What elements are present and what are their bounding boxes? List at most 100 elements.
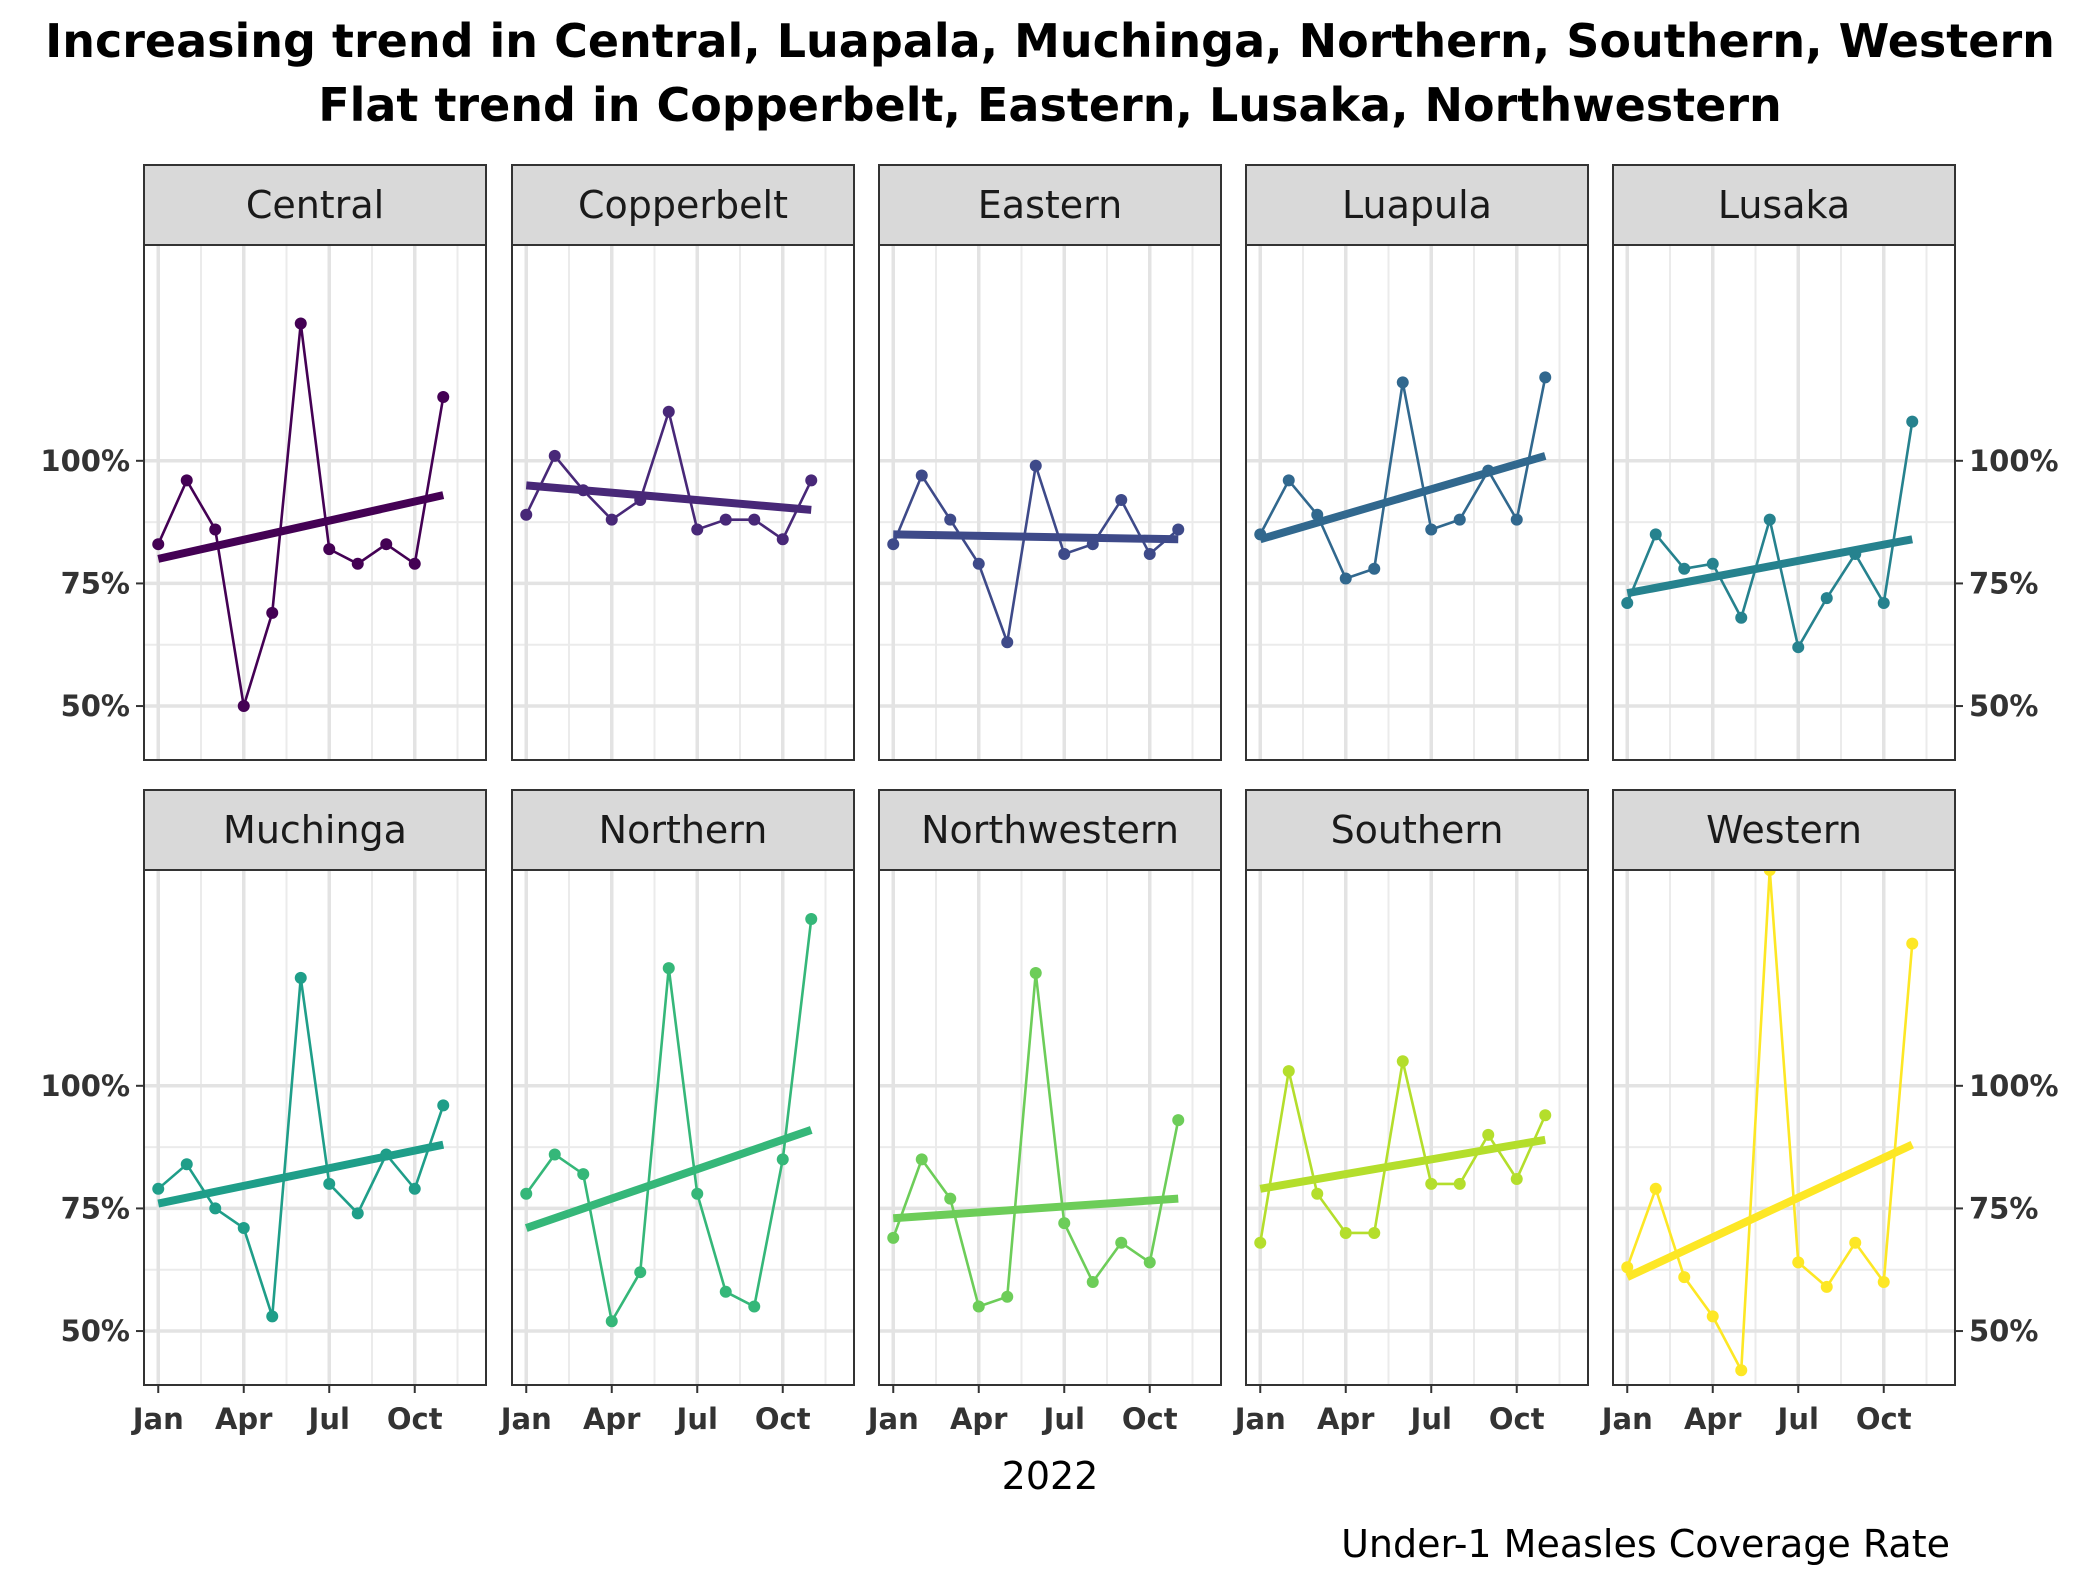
data-point-copperbelt [691, 523, 704, 536]
data-point-northern [719, 1285, 732, 1298]
data-point-lusaka [1763, 513, 1776, 526]
data-point-central [323, 543, 336, 556]
x-tick-label: Apr [583, 1402, 641, 1436]
data-point-northwestern [1115, 1236, 1128, 1249]
data-point-copperbelt [662, 405, 675, 418]
facet-label-central: Central [246, 183, 384, 227]
data-point-northwestern [972, 1300, 985, 1313]
y-tick-label: 75% [61, 566, 130, 600]
x-tick-label: Apr [1684, 1402, 1742, 1436]
facet-strip [143, 789, 487, 871]
x-tick-label: Jan [1600, 1402, 1653, 1436]
data-point-southern [1482, 1128, 1495, 1141]
data-point-northern [605, 1315, 618, 1328]
data-point-western [1649, 1182, 1662, 1195]
data-point-northwestern [1029, 967, 1042, 979]
x-tick-label: Oct [1489, 1402, 1545, 1436]
data-point-lusaka [1735, 611, 1748, 624]
facet-label-northwestern: Northwestern [921, 808, 1179, 852]
data-point-muchinga [351, 1207, 364, 1220]
y-tick-label: 75% [1969, 1191, 2038, 1225]
data-point-central [351, 557, 364, 570]
data-point-northern [548, 1148, 561, 1161]
facet-label-western: Western [1706, 808, 1862, 852]
data-point-muchinga [237, 1222, 250, 1235]
trend-line-northwestern [892, 1194, 1179, 1223]
data-point-muchinga [437, 1099, 450, 1112]
data-point-luapula [1339, 572, 1352, 585]
y-tick-label: 50% [1969, 1314, 2038, 1348]
data-point-northern [662, 962, 675, 975]
data-point-northern [748, 1300, 761, 1313]
data-point-western [1678, 1271, 1691, 1284]
facet-strip [1612, 789, 1956, 871]
data-point-eastern [972, 557, 985, 570]
data-point-northwestern [1143, 1256, 1156, 1269]
data-point-central [380, 538, 393, 551]
data-point-luapula [1510, 513, 1523, 526]
data-point-copperbelt [719, 513, 732, 526]
data-point-eastern [1001, 636, 1014, 649]
data-point-copperbelt [634, 494, 647, 507]
data-point-central [437, 391, 450, 404]
facet-strip [511, 164, 855, 246]
data-point-luapula [1311, 508, 1324, 521]
x-tick-label: Apr [1317, 1402, 1375, 1436]
x-tick-label: Apr [950, 1402, 1008, 1436]
facet-strip [1245, 164, 1589, 246]
data-point-southern [1425, 1177, 1438, 1190]
x-tick-label: Jan [1233, 1402, 1286, 1436]
facet-strip [511, 789, 855, 871]
y-tick-label: 100% [1969, 1069, 2059, 1103]
data-point-muchinga [380, 1148, 393, 1161]
x-tick-label: Jul [1409, 1402, 1452, 1436]
data-point-central [408, 557, 421, 570]
trend-line-eastern [893, 530, 1179, 544]
data-point-central [237, 700, 250, 713]
data-point-lusaka [1706, 557, 1719, 570]
chart-title-line-1: Increasing trend in Central, Luapala, Mu… [45, 14, 2055, 68]
y-tick-label: 100% [40, 1069, 130, 1103]
data-point-eastern [1086, 538, 1099, 551]
data-point-western [1877, 1276, 1890, 1288]
data-point-northern [634, 1266, 647, 1279]
y-tick-label: 50% [61, 689, 130, 723]
data-point-southern [1453, 1177, 1466, 1190]
data-point-luapula [1282, 474, 1295, 487]
data-point-western [1792, 1256, 1805, 1269]
data-point-muchinga [266, 1310, 279, 1323]
trend-line-western [1625, 1141, 1914, 1281]
data-point-luapula [1453, 513, 1466, 526]
data-point-northwestern [1001, 1290, 1014, 1303]
y-tick-label: 50% [1969, 689, 2038, 723]
data-point-luapula [1425, 523, 1438, 536]
data-point-southern [1539, 1109, 1552, 1122]
data-point-central [266, 606, 279, 619]
panel-background [144, 245, 486, 760]
data-point-muchinga [323, 1177, 336, 1190]
data-point-southern [1254, 1236, 1267, 1249]
data-point-northern [691, 1187, 704, 1200]
panel-background [879, 245, 1221, 760]
data-point-southern [1311, 1187, 1324, 1200]
panel-background [1246, 245, 1588, 760]
data-point-eastern [1115, 494, 1128, 507]
trend-line-central [157, 491, 445, 563]
x-tick-label: Jul [1042, 1402, 1085, 1436]
data-point-western [1735, 1364, 1748, 1377]
data-point-muchinga [209, 1202, 222, 1215]
data-point-northwestern [1058, 1217, 1071, 1230]
data-point-northwestern [1086, 1276, 1099, 1288]
facet-label-muchinga: Muchinga [223, 808, 407, 852]
panel-background [1613, 870, 1955, 1385]
data-point-copperbelt [577, 484, 590, 497]
panel-background [879, 870, 1221, 1385]
y-tick-label: 100% [40, 444, 130, 478]
panel-background [1613, 245, 1955, 760]
data-point-western [1706, 1310, 1719, 1323]
data-point-eastern [1058, 548, 1071, 560]
y-tick-label: 75% [61, 1191, 130, 1225]
data-point-central [294, 317, 307, 330]
facet-strip [143, 164, 487, 246]
data-point-lusaka [1649, 528, 1662, 541]
